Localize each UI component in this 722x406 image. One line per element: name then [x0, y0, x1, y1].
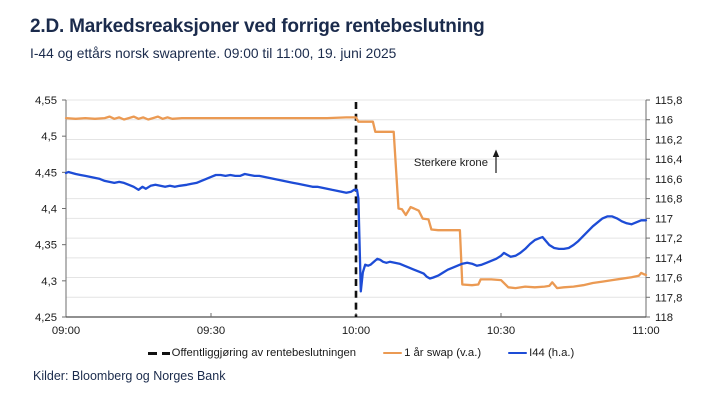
svg-text:116: 116	[655, 115, 673, 127]
legend-item-i44: I44 (h.a.)	[508, 347, 574, 359]
svg-text:4,3: 4,3	[41, 276, 57, 288]
svg-text:4,5: 4,5	[41, 131, 57, 143]
swap-line-swatch	[383, 351, 403, 355]
page-title: 2.D. Markedsreaksjoner ved forrige rente…	[30, 16, 485, 37]
line-chart: 4,55 4,5 4,45 4,4 4,35 4,3 4,25 115,8 116 116,2 11…	[35, 95, 682, 337]
svg-text:4,25: 4,25	[35, 312, 57, 324]
svg-text:4,35: 4,35	[35, 240, 57, 252]
dashed-line-swatch	[147, 351, 170, 355]
svg-text:118: 118	[655, 312, 673, 324]
svg-text:117: 117	[655, 213, 673, 225]
svg-text:116,2: 116,2	[655, 134, 682, 146]
legend-swap-label: 1 år swap (v.a.)	[404, 347, 482, 359]
svg-text:115,8: 115,8	[655, 95, 682, 107]
svg-text:117,8: 117,8	[655, 292, 682, 304]
svg-text:117,2: 117,2	[655, 233, 682, 245]
svg-text:116,8: 116,8	[655, 194, 682, 206]
legend-item-swap: 1 år swap (v.a.)	[383, 347, 481, 359]
svg-text:Sterkere krone: Sterkere krone	[414, 157, 488, 169]
legend-item-event-line: Offentliggjøring av rentebeslutningen	[147, 347, 357, 359]
svg-text:116,4: 116,4	[655, 154, 682, 166]
svg-text:09:00: 09:00	[52, 325, 80, 337]
svg-text:117,4: 117,4	[655, 253, 682, 265]
svg-text:117,6: 117,6	[655, 273, 682, 285]
svg-text:09:30: 09:30	[197, 325, 225, 337]
chart-legend: Offentliggjøring av rentebeslutningen 1 …	[0, 347, 722, 359]
source-note: Kilder: Bloomberg og Norges Bank	[33, 369, 226, 383]
legend-i44-label: I44 (h.a.)	[529, 347, 575, 359]
i44-line-swatch	[508, 351, 528, 355]
chart-subtitle: I-44 og ettårs norsk swaprente. 09:00 ti…	[30, 46, 397, 61]
svg-text:4,45: 4,45	[35, 167, 57, 179]
legend-event-label: Offentliggjøring av rentebeslutningen	[171, 347, 357, 359]
svg-text:4,4: 4,4	[41, 204, 57, 216]
svg-text:10:30: 10:30	[487, 325, 515, 337]
svg-text:11:00: 11:00	[632, 325, 659, 337]
svg-text:116,6: 116,6	[655, 174, 682, 186]
svg-text:4,55: 4,55	[35, 95, 57, 107]
svg-text:10:00: 10:00	[342, 325, 370, 337]
